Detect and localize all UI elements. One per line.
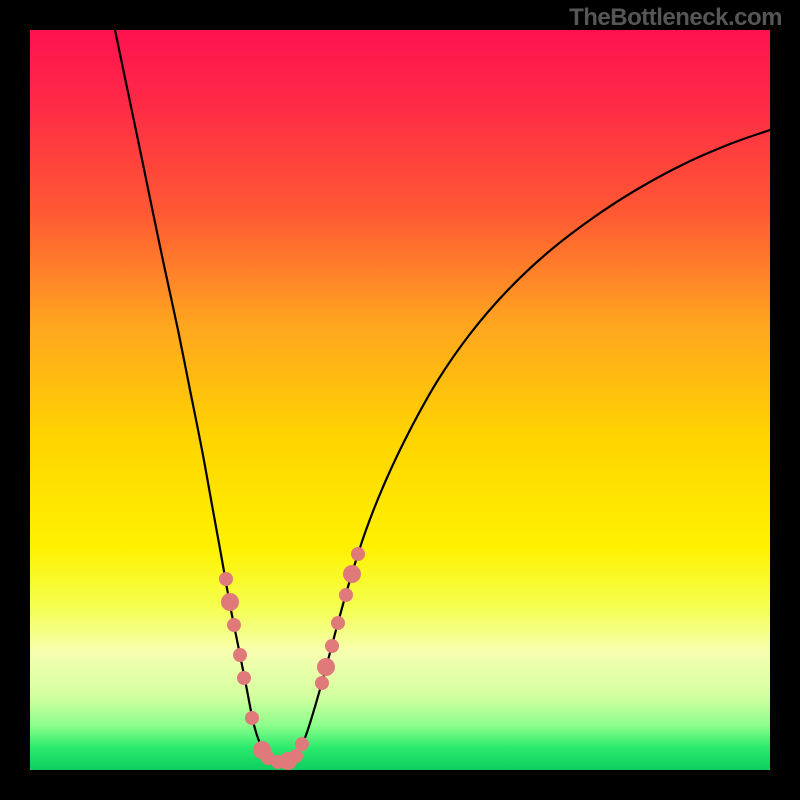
data-marker xyxy=(221,593,239,611)
data-marker xyxy=(245,711,259,725)
data-marker xyxy=(325,639,339,653)
data-marker xyxy=(331,616,345,630)
data-marker xyxy=(343,565,361,583)
data-marker xyxy=(351,547,365,561)
data-marker xyxy=(315,676,329,690)
data-marker xyxy=(317,658,335,676)
data-marker xyxy=(227,618,241,632)
chart-container: TheBottleneck.com xyxy=(0,0,800,800)
data-marker xyxy=(339,588,353,602)
data-marker xyxy=(219,572,233,586)
data-marker xyxy=(233,648,247,662)
data-marker xyxy=(237,671,251,685)
data-marker xyxy=(289,749,303,763)
bottleneck-chart xyxy=(30,30,770,770)
plot-area xyxy=(30,30,770,770)
data-marker xyxy=(295,737,309,751)
gradient-background xyxy=(30,30,770,770)
watermark-label: TheBottleneck.com xyxy=(569,4,782,32)
